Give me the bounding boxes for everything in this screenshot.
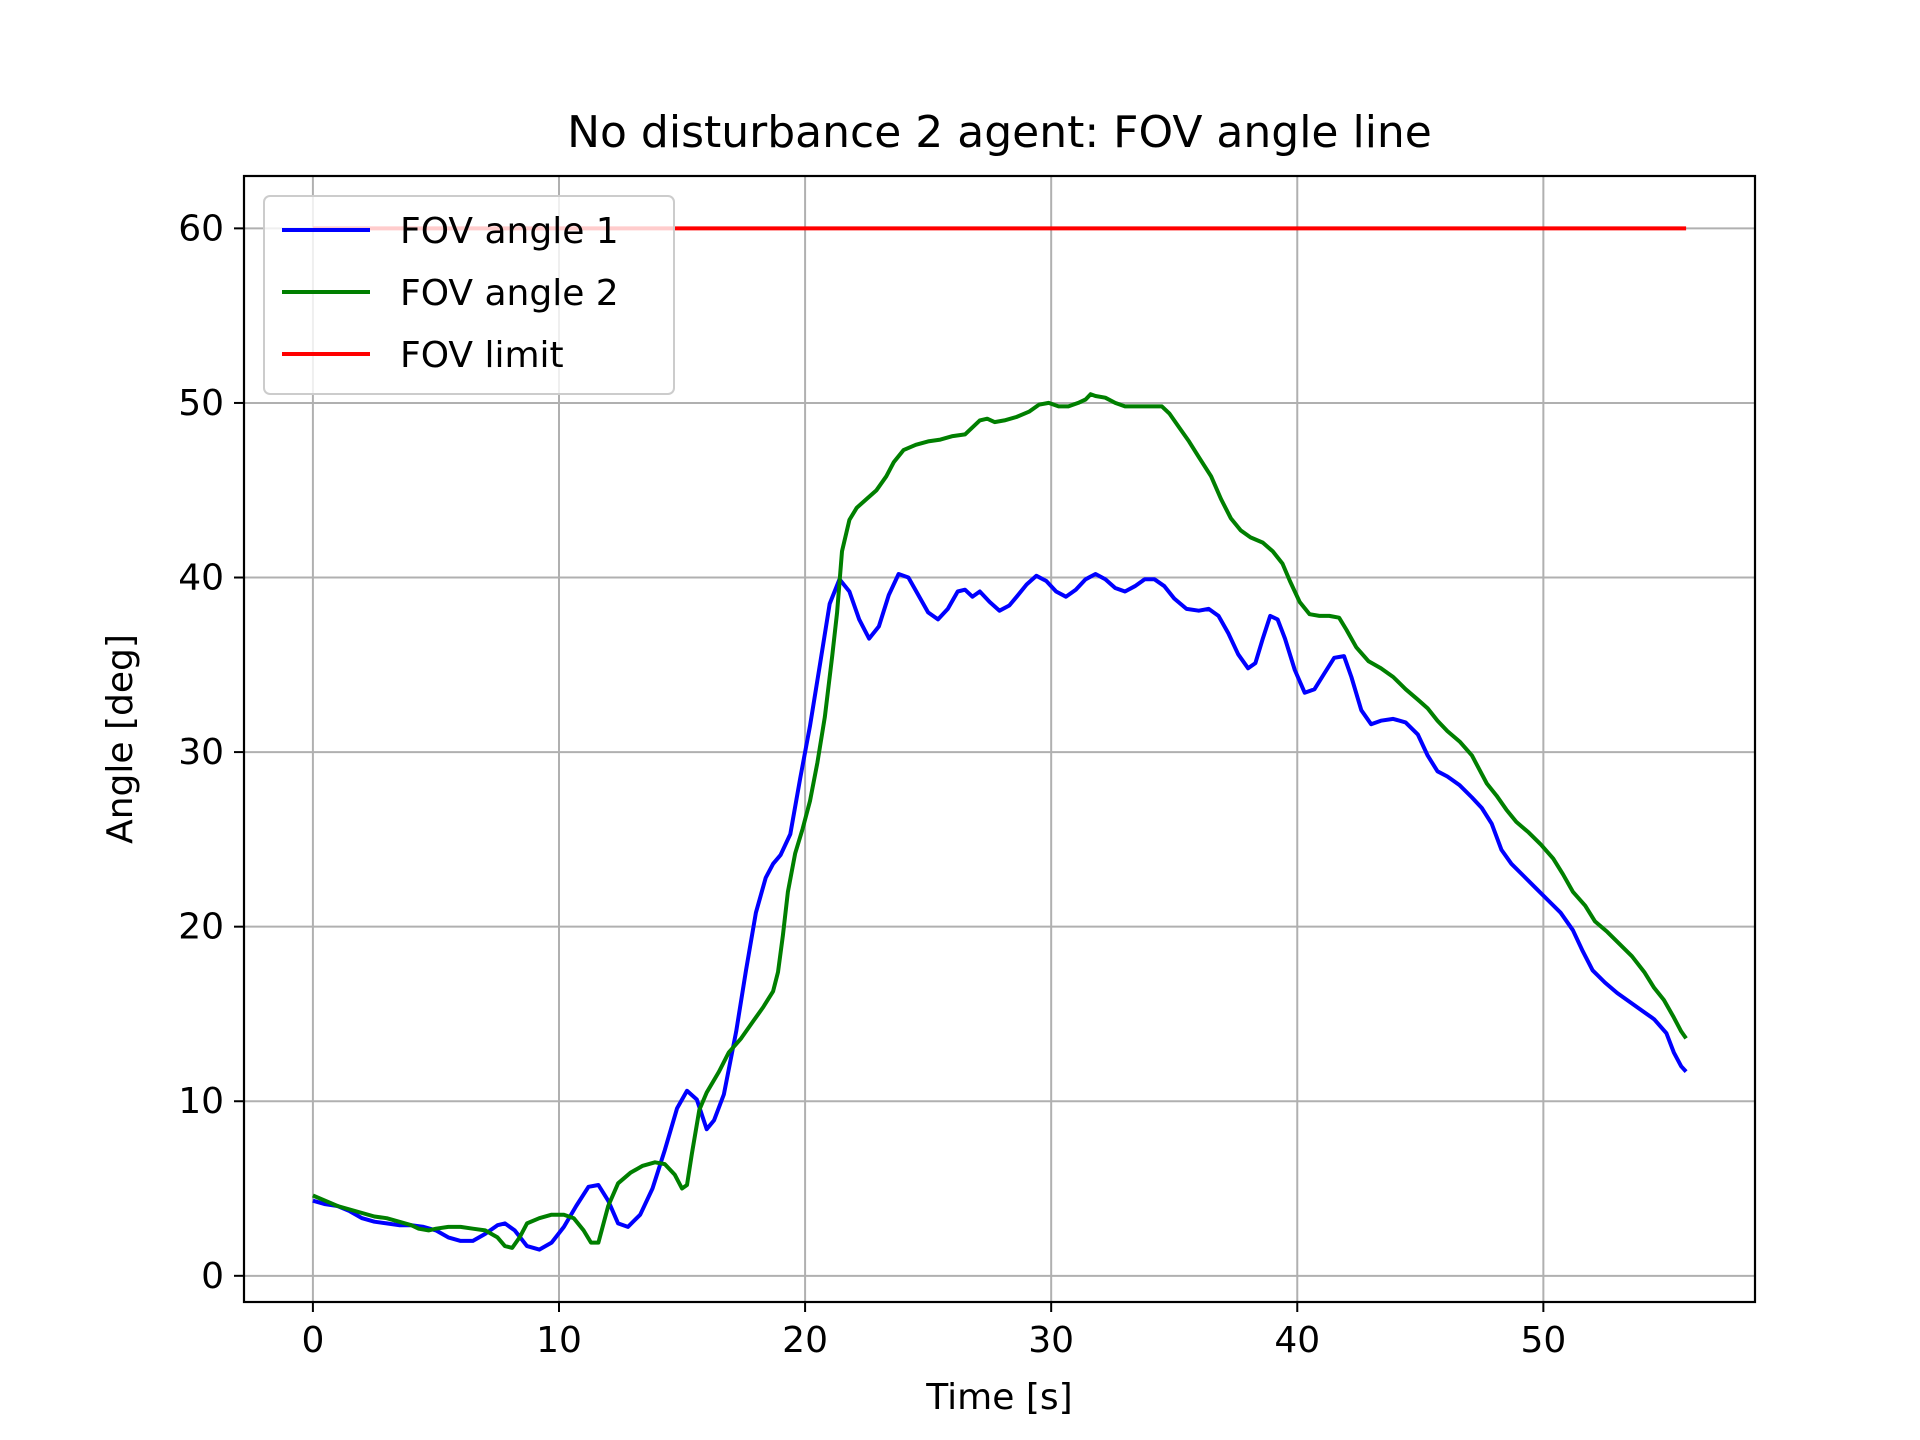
y-tick-label: 50: [178, 383, 224, 424]
legend: FOV angle 1 FOV angle 2 FOV limit: [263, 195, 675, 395]
plot-area-frame: [242, 174, 1757, 1304]
y-tick-label: 30: [178, 732, 224, 773]
y-axis-label: Angle [deg]: [100, 634, 141, 844]
y-tick-label: 10: [178, 1081, 224, 1122]
x-tick-label: 30: [1028, 1320, 1074, 1361]
y-tick-label: 0: [201, 1256, 224, 1297]
y-axis-ticks: 0 10 20 30 40 50 60: [178, 208, 244, 1297]
legend-label: FOV limit: [400, 335, 564, 376]
legend-entry: FOV limit: [282, 335, 564, 376]
legend-label: FOV angle 1: [400, 211, 619, 252]
legend-label: FOV angle 2: [400, 273, 619, 314]
x-tick-label: 40: [1274, 1320, 1320, 1361]
series-line-fov-angle-2: [312, 392, 1688, 1250]
legend-box: [263, 195, 675, 395]
x-tick-label: 0: [301, 1320, 324, 1361]
y-tick-label: 20: [178, 907, 224, 948]
legend-entry: FOV angle 1: [282, 211, 619, 252]
y-tick-label: 60: [178, 208, 224, 249]
x-tick-label: 20: [782, 1320, 828, 1361]
x-axis-label: Time [s]: [925, 1377, 1072, 1418]
x-axis-ticks: 0 10 20 30 40 50: [301, 1302, 1566, 1361]
series-line-fov-angle-1: [312, 572, 1688, 1252]
y-tick-label: 40: [178, 558, 224, 599]
chart-title: No disturbance 2 agent: FOV angle line: [567, 107, 1432, 158]
legend-entry: FOV angle 2: [282, 273, 619, 314]
x-tick-label: 50: [1520, 1320, 1566, 1361]
x-tick-label: 10: [536, 1320, 582, 1361]
